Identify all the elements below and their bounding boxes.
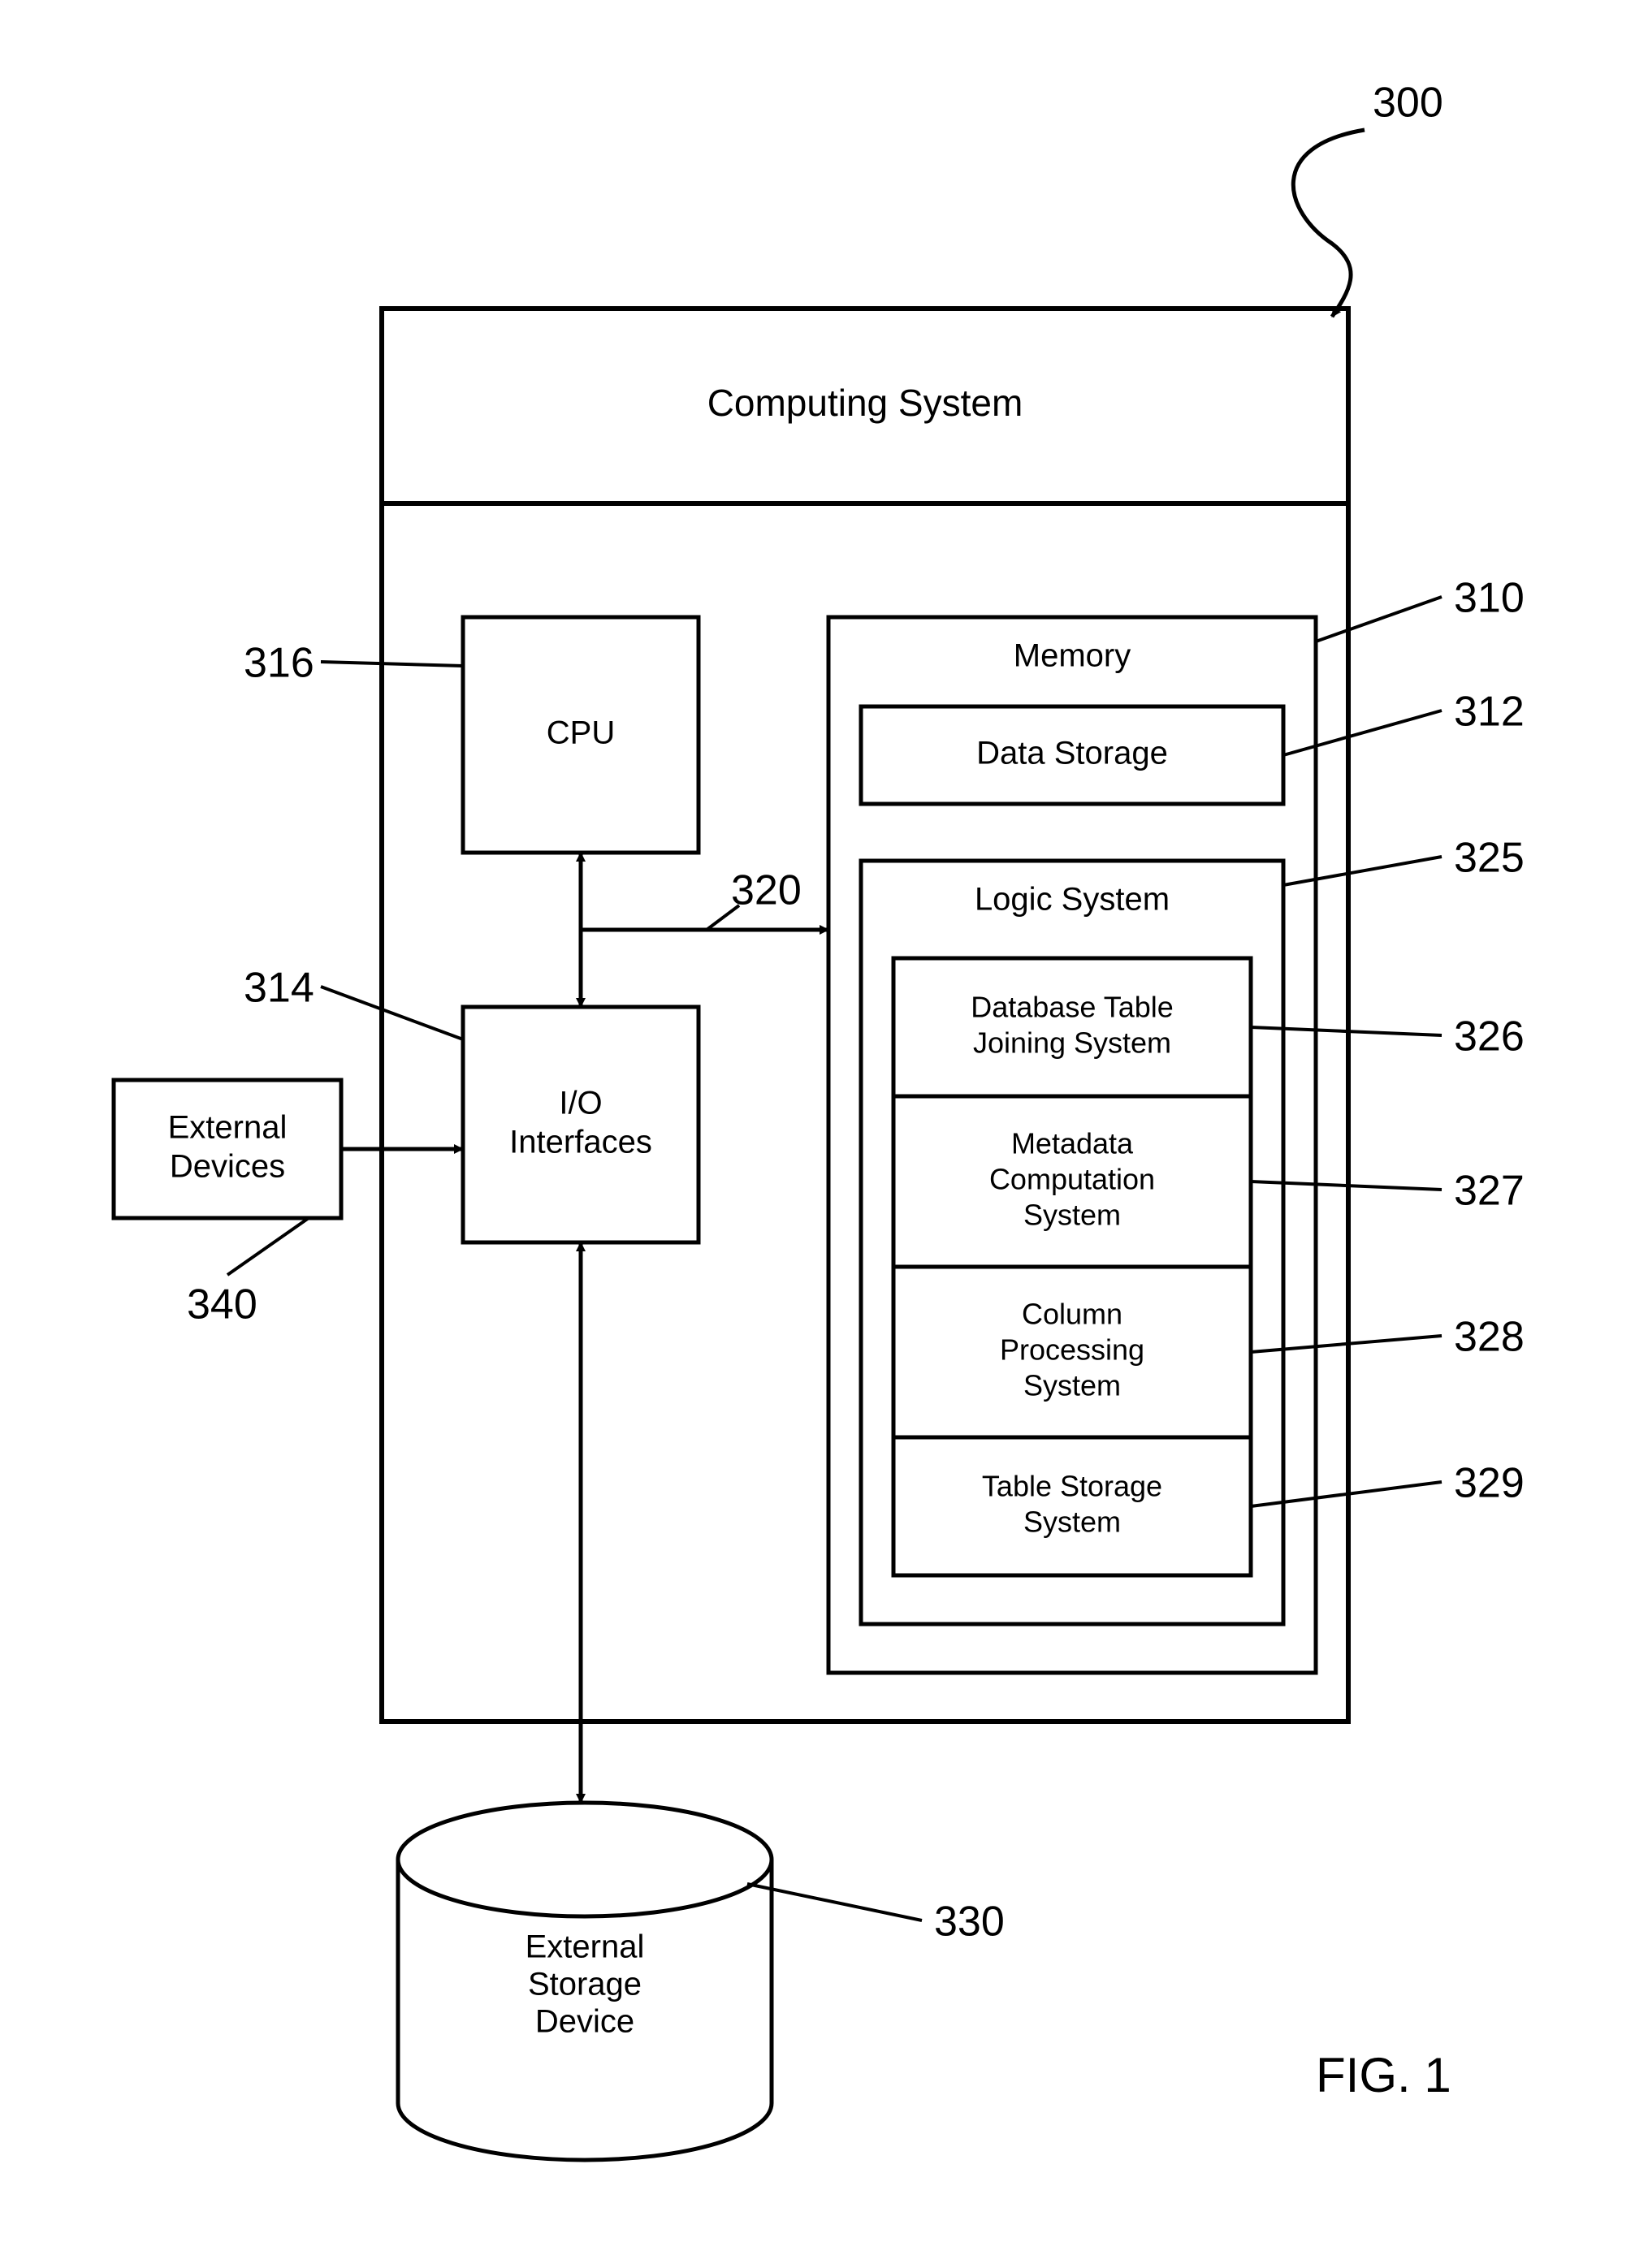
table-storage-label-1: System	[1023, 1506, 1121, 1539]
ref-327: 327	[1454, 1168, 1525, 1215]
external-storage-top	[398, 1803, 772, 1916]
ref-300: 300	[1373, 80, 1443, 127]
logic-system-label: Logic System	[975, 882, 1170, 918]
io-label-2: Interfaces	[509, 1125, 652, 1160]
figure-caption: FIG. 1	[1316, 2048, 1451, 2102]
computing-system-label: Computing System	[707, 382, 1023, 424]
external-storage-label-1: External	[526, 1929, 645, 1965]
ref-330: 330	[934, 1899, 1005, 1946]
ref-325: 325	[1454, 835, 1525, 882]
ref-329: 329	[1454, 1460, 1525, 1507]
external-storage-label-2: Storage	[528, 1967, 642, 2002]
external-devices-label-2: Devices	[170, 1149, 285, 1185]
pointer-300	[1293, 130, 1365, 317]
diagram-content: Computing System CPU I/O Interfaces Memory Da…	[114, 80, 1525, 2160]
memory-label: Memory	[1014, 638, 1131, 674]
column-label-0: Column	[1022, 1298, 1122, 1331]
io-label-1: I/O	[559, 1086, 602, 1121]
ref-316: 316	[244, 640, 314, 687]
cpu-label: CPU	[547, 715, 615, 751]
leader-340	[227, 1218, 309, 1275]
metadata-label-2: System	[1023, 1199, 1121, 1232]
ref-312: 312	[1454, 689, 1525, 736]
metadata-label-0: Metadata	[1011, 1127, 1134, 1160]
db-join-label-1: Joining System	[973, 1026, 1171, 1060]
data-storage-label: Data Storage	[976, 736, 1168, 771]
patent-figure: Computing System CPU I/O Interfaces Memory Da…	[0, 0, 1635, 2268]
column-label-1: Processing	[1000, 1333, 1144, 1367]
ref-328: 328	[1454, 1314, 1525, 1361]
ref-310: 310	[1454, 575, 1525, 622]
external-storage-label-3: Device	[535, 2004, 634, 2040]
external-devices-label-1: External	[168, 1110, 288, 1146]
column-label-2: System	[1023, 1369, 1121, 1402]
ref-340: 340	[187, 1281, 257, 1328]
table-storage-label-0: Table Storage	[982, 1470, 1162, 1503]
metadata-label-1: Computation	[989, 1163, 1155, 1196]
ref-326: 326	[1454, 1013, 1525, 1061]
db-join-label-0: Database Table	[971, 991, 1174, 1024]
ref-320: 320	[731, 867, 802, 914]
ref-314: 314	[244, 965, 314, 1012]
